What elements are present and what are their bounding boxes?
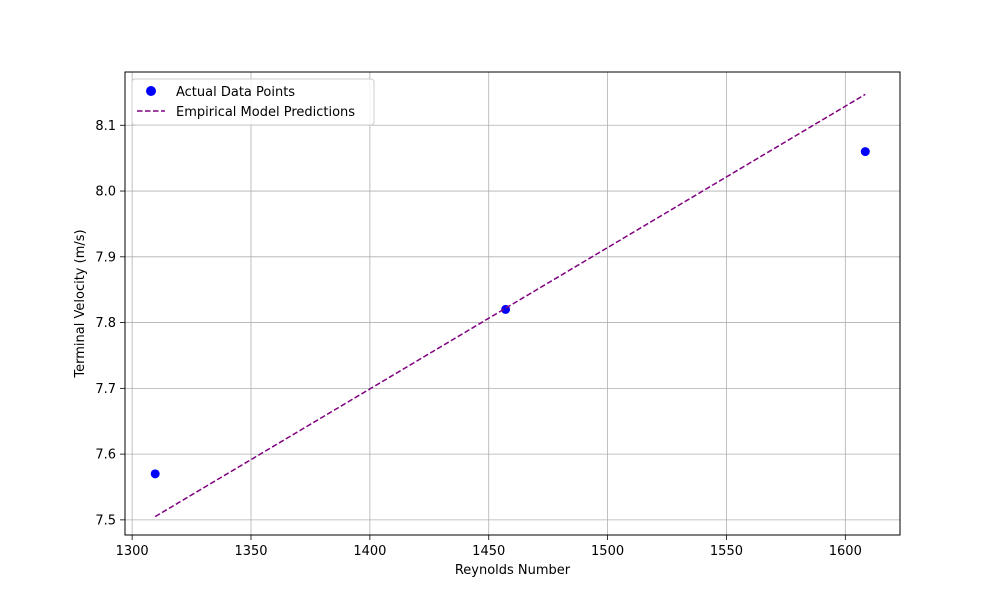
axis-ticks: 1300 1350 1400 1450 1500 1550 1600 7.5 7.6 7.7 7.8… xyxy=(95,119,862,559)
series-layer xyxy=(150,93,870,518)
legend-label-actual-data: Actual Data Points xyxy=(176,85,295,100)
x-tick-label: 1600 xyxy=(829,544,862,559)
y-tick-label: 8.0 xyxy=(95,185,116,200)
model-prediction-line xyxy=(154,93,866,518)
y-tick-label: 7.9 xyxy=(95,250,116,265)
legend: Actual Data Points Empirical Model Predi… xyxy=(131,78,375,126)
x-tick-label: 1450 xyxy=(472,544,505,559)
legend-marker-actual-data xyxy=(146,86,156,96)
y-tick-label: 8.1 xyxy=(95,119,116,134)
x-tick-label: 1550 xyxy=(710,544,743,559)
grid xyxy=(125,72,900,535)
y-tick-label: 7.7 xyxy=(95,382,116,397)
legend-box xyxy=(131,78,375,126)
y-tick-label: 7.8 xyxy=(95,316,116,331)
plot-frame xyxy=(124,71,901,536)
legend-label-model: Empirical Model Predictions xyxy=(176,105,355,120)
y-axis-label: Terminal Velocity (m/s) xyxy=(73,229,88,378)
data-point xyxy=(860,147,870,157)
x-tick-label: 1500 xyxy=(591,544,624,559)
x-tick-label: 1350 xyxy=(234,544,267,559)
data-point xyxy=(150,469,160,479)
y-tick-label: 7.5 xyxy=(95,513,116,528)
x-tick-label: 1300 xyxy=(116,544,149,559)
y-tick-label: 7.6 xyxy=(95,448,116,463)
x-tick-label: 1400 xyxy=(353,544,386,559)
x-axis-label: Reynolds Number xyxy=(455,563,571,578)
